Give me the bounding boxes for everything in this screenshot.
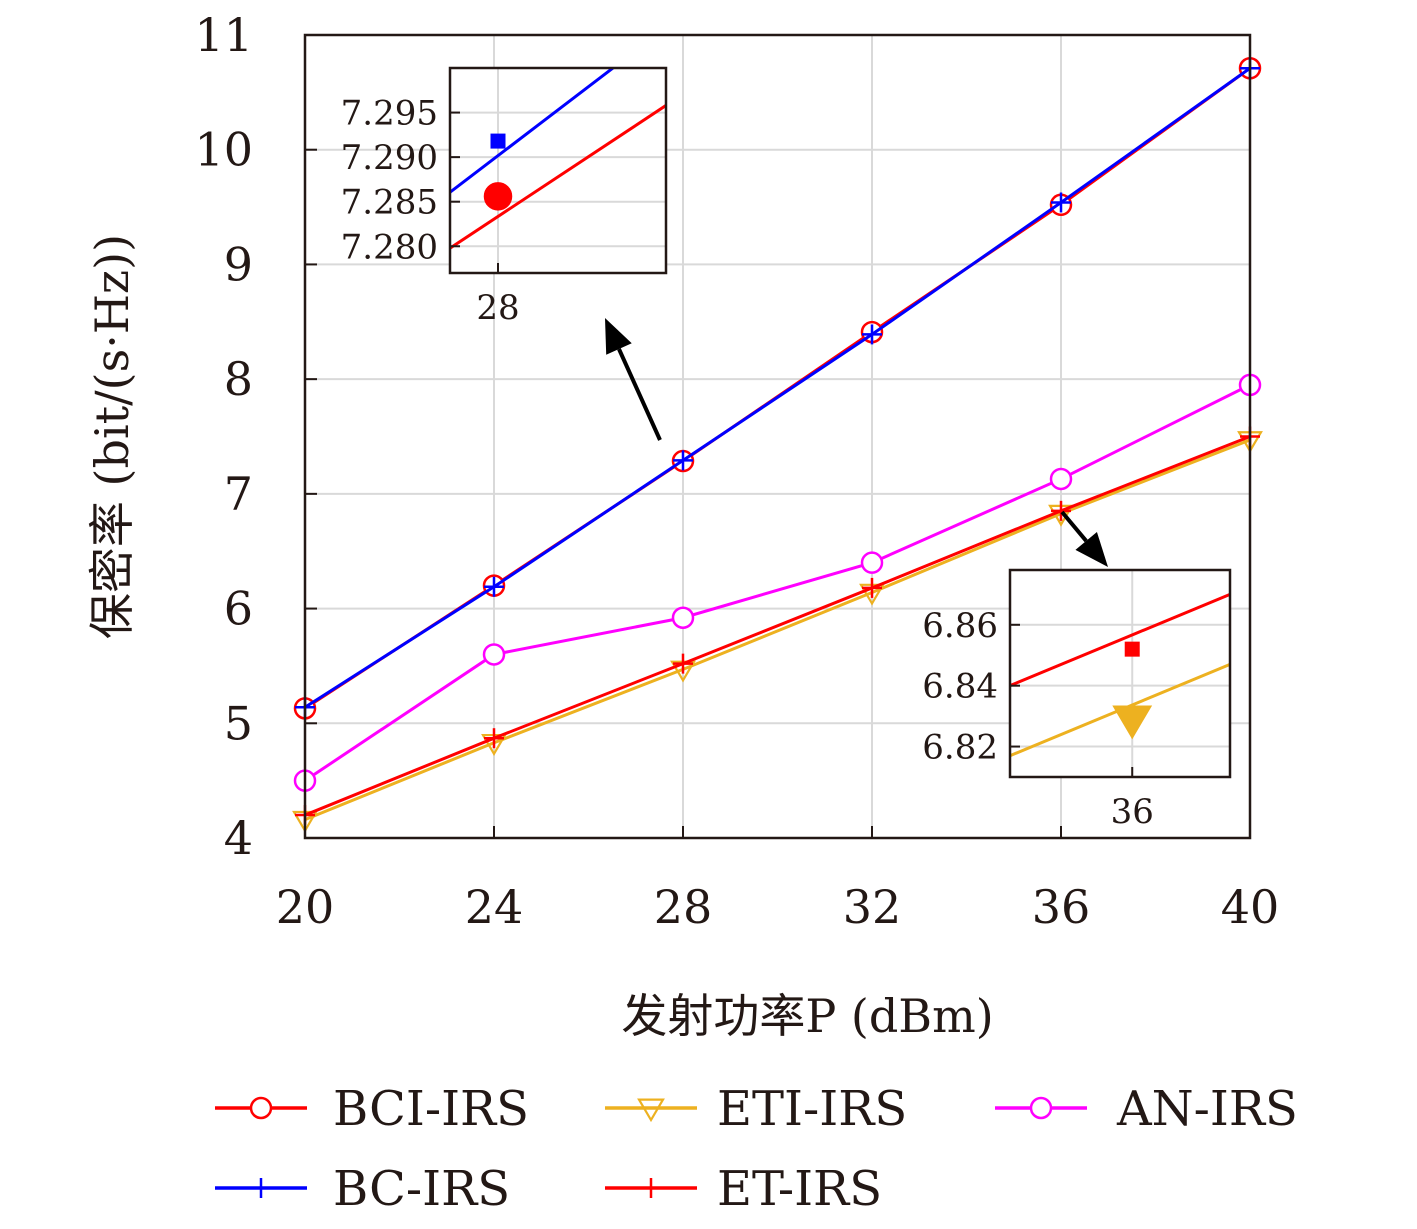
legend-item-bc-irs: BC-IRS: [215, 1161, 510, 1217]
point-et-irs-36: [1051, 500, 1071, 521]
inset-point-bc-irs: [490, 133, 506, 149]
point-et-irs-32: [862, 577, 882, 598]
y-tick-label-4: 4: [224, 811, 253, 865]
inset-y-tick-label-6.84: 6.84: [922, 667, 998, 707]
inset-y-tick-label-6.86: 6.86: [922, 606, 998, 646]
legend-marker-an-irs: [1029, 1096, 1053, 1120]
x-axis-label: 发射功率P (dBm): [621, 989, 993, 1043]
point-an-irs-32: [860, 551, 884, 574]
legend-marker-bc-irs: [251, 1178, 271, 1198]
inset-point-bci-irs: [483, 182, 513, 211]
inset-series-eti-irs: [1010, 662, 1230, 758]
point-an-irs-36: [1049, 467, 1073, 491]
x-tick-label-32: 32: [843, 880, 902, 934]
point-bc-irs-24: [484, 576, 504, 597]
y-tick-label-5: 5: [224, 696, 253, 750]
inset-line-bc-irs: [450, 68, 616, 195]
inset-line-et-irs: [1010, 592, 1230, 688]
x-tick-label-20: 20: [276, 880, 335, 934]
series-line-an-irs: [304, 383, 1251, 782]
y-tick-label-6: 6: [224, 582, 253, 636]
arrow-to-inset-2: [1060, 510, 1108, 567]
legend-label-et-irs: ET-IRS: [717, 1161, 882, 1217]
plot-frame: [303, 33, 1252, 840]
point-et-irs-24: [484, 728, 504, 749]
inset-y-tick-label-7.285: 7.285: [341, 183, 438, 223]
legend-item-an-irs: AN-IRS: [995, 1081, 1298, 1137]
inset-2: 36 6.82 6.84 6.86: [922, 568, 1232, 832]
point-an-irs-24: [482, 643, 506, 666]
legend-label-an-irs: AN-IRS: [1116, 1081, 1298, 1137]
legend-label-bc-irs: BC-IRS: [333, 1161, 510, 1217]
y-tick-label-9: 9: [224, 237, 253, 291]
inset-series-bci-irs: [450, 104, 666, 251]
legend-marker-eti-irs: [637, 1098, 665, 1123]
inset-y-tick-label-7.295: 7.295: [341, 94, 438, 134]
annotation-arrows: [605, 318, 1108, 567]
point-et-irs-28: [673, 653, 693, 674]
legend-marker-bci-irs: [249, 1096, 273, 1120]
y-tick-label-11: 11: [194, 8, 253, 62]
legend-item-bci-irs: BCI-IRS: [215, 1081, 529, 1137]
legend: BCI-IRS ETI-IRS AN-IRS BC-IRS ET-IRS: [215, 1081, 1298, 1217]
series-line-et-irs: [304, 435, 1251, 817]
inset-frame: [448, 66, 668, 275]
inset-series-bc-irs: [450, 68, 616, 195]
inset-line-bci-irs: [450, 104, 666, 251]
legend-label-eti-irs: ETI-IRS: [717, 1081, 907, 1137]
y-tick-label-8: 8: [224, 352, 253, 406]
y-tick-label-7: 7: [224, 467, 253, 521]
y-axis-label: 保密率 (bit/(s·Hz)): [85, 234, 139, 639]
point-bc-irs-28: [673, 450, 693, 471]
inset-frame: [1008, 568, 1232, 779]
point-bc-irs-32: [862, 324, 882, 345]
point-an-irs-28: [671, 606, 695, 629]
x-tick-label-24: 24: [465, 880, 524, 934]
legend-item-eti-irs: ETI-IRS: [605, 1081, 907, 1137]
inset-series-et-irs: [1010, 592, 1230, 688]
x-tick-label-36: 36: [1032, 880, 1091, 934]
series-line-bc-irs: [304, 67, 1251, 709]
arrow-to-inset-1: [605, 318, 662, 441]
series-line-eti-irs: [304, 438, 1251, 822]
legend-item-et-irs: ET-IRS: [605, 1161, 882, 1217]
y-tick-label-10: 10: [194, 123, 253, 177]
inset-point-eti-irs: [1112, 705, 1153, 740]
inset-y-tick-label-7.280: 7.280: [341, 227, 438, 267]
x-tick-label-28: 28: [654, 880, 713, 934]
point-bc-irs-36: [1051, 192, 1071, 213]
legend-label-bci-irs: BCI-IRS: [333, 1081, 529, 1137]
legend-marker-et-irs: [641, 1178, 661, 1198]
x-tick-label-40: 40: [1221, 880, 1280, 934]
inset-x-tick-label-28: 28: [476, 288, 519, 328]
inset-y-tick-label-7.290: 7.290: [341, 138, 438, 178]
axis-ticks: 20 24 28 32 36 40 4 5 6 7 8 9 10 11: [194, 8, 1279, 934]
inset-point-et-irs: [1124, 641, 1140, 657]
inset-y-tick-label-6.82: 6.82: [922, 728, 998, 768]
inset-x-tick-label-36: 36: [1111, 792, 1154, 832]
